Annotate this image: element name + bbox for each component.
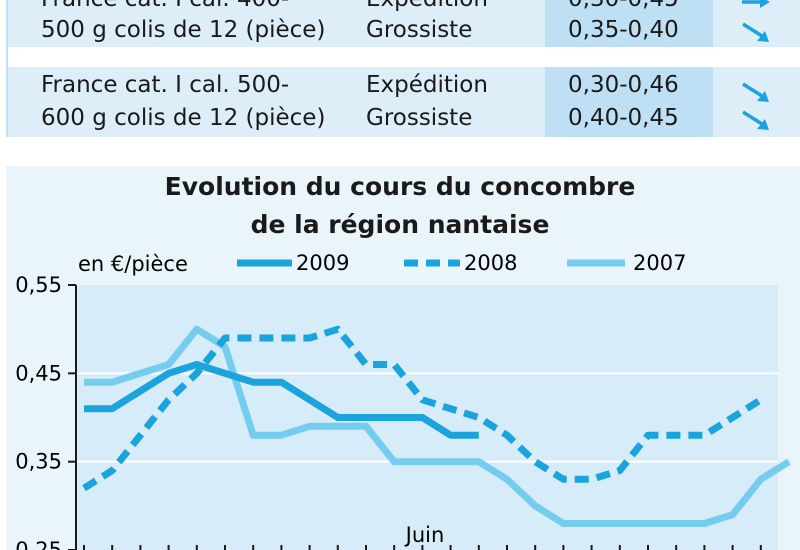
price-cell: 0,40-0,45 bbox=[568, 105, 679, 131]
price-cell: 0,30-0,46 bbox=[568, 72, 679, 98]
down-right-arrow-icon bbox=[742, 22, 769, 42]
right-arrow-icon bbox=[742, 0, 770, 8]
legend-label-2007: 2007 bbox=[633, 251, 686, 275]
down-right-arrow-icon bbox=[742, 110, 769, 130]
series-line-2007 bbox=[84, 325, 791, 527]
down-right-arrow-icon bbox=[742, 82, 769, 102]
product-cell: 500 g colis de 12 (pièce) bbox=[41, 17, 326, 43]
price-cell: 0,35-0,40 bbox=[568, 17, 679, 43]
market-cell: Grossiste bbox=[366, 17, 473, 43]
legend-label-2008: 2008 bbox=[464, 251, 517, 275]
market-cell: Grossiste bbox=[366, 105, 473, 131]
chart-title-line-1: Evolution du cours du concombre bbox=[164, 172, 636, 201]
product-cell: France cat. I cal. 400- bbox=[41, 0, 289, 16]
series-lines bbox=[82, 325, 791, 527]
table-left-rule bbox=[6, 0, 8, 137]
market-cell: Expédition bbox=[366, 0, 488, 16]
price-column-background bbox=[545, 0, 713, 137]
chart-title-line-2: de la région nantaise bbox=[250, 210, 550, 239]
y-tick-label: 0,25 bbox=[15, 538, 62, 550]
x-annotation-juin: Juin bbox=[404, 523, 445, 547]
y-tick-label: 0,45 bbox=[15, 361, 62, 385]
table-row-gap bbox=[8, 47, 800, 67]
price-cell: 0,30-0,45 bbox=[568, 0, 679, 16]
series-line-2009 bbox=[84, 361, 479, 439]
legend-label-2009: 2009 bbox=[296, 251, 349, 275]
market-cell: Expédition bbox=[366, 72, 488, 98]
y-tick-label: 0,35 bbox=[15, 450, 62, 474]
series-line-2008 bbox=[82, 325, 763, 492]
legend: 2009 2008 2007 bbox=[237, 251, 686, 275]
product-cell: France cat. I cal. 500- bbox=[41, 72, 290, 98]
axes: 0,55 0,45 0,35 0,25 bbox=[15, 273, 762, 550]
price-table: France cat. I cal. 400- 500 g colis de 1… bbox=[0, 0, 800, 140]
product-cell: 600 g colis de 12 (pièce) bbox=[41, 105, 326, 131]
y-tick-label: 0,55 bbox=[15, 273, 62, 297]
y-axis-unit-label: en €/pièce bbox=[78, 252, 188, 276]
